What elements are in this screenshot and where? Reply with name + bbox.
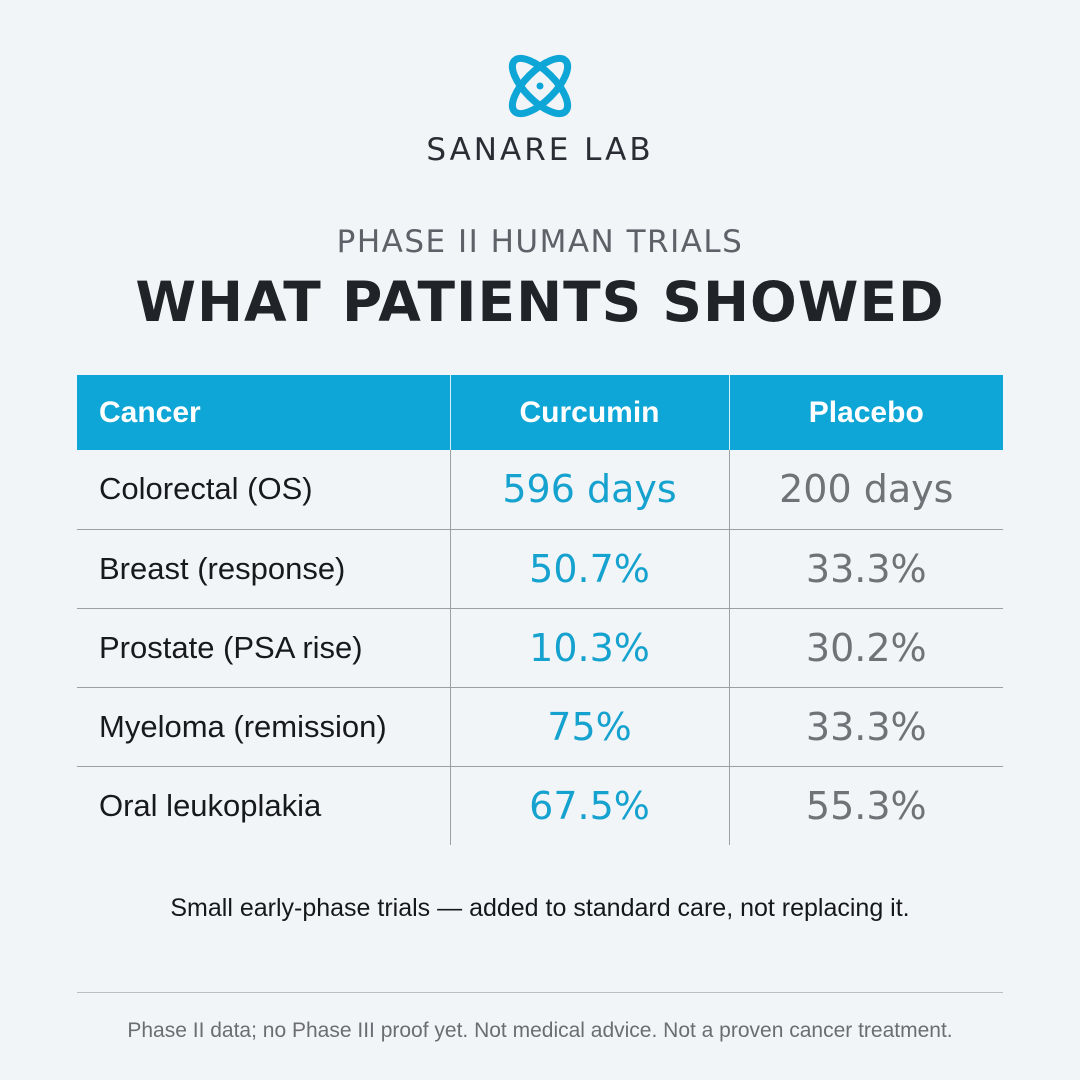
curcumin-cell: 50.7% — [449, 529, 729, 609]
table-header-row: Cancer Curcumin Placebo — [77, 375, 1003, 450]
curcumin-cell: 596 days — [449, 450, 729, 530]
cancer-cell: Myeloma (remission) — [77, 687, 450, 767]
curcumin-cell: 67.5% — [449, 766, 729, 845]
curcumin-cell: 75% — [449, 687, 729, 767]
trial-note: Small early-phase trials — added to stan… — [170, 894, 910, 922]
results-table: Cancer Curcumin Placebo Colorectal (OS) … — [77, 375, 1003, 845]
placebo-cell: 30.2% — [728, 608, 1003, 688]
disclaimer: Phase II data; no Phase III proof yet. N… — [127, 1019, 953, 1042]
atom-orbit-icon — [508, 54, 572, 118]
brand-name: SANARE LAB — [426, 132, 654, 168]
cancer-cell: Prostate (PSA rise) — [77, 608, 450, 688]
table-row: Myeloma (remission) 75% 33.3% — [77, 687, 1003, 767]
divider — [77, 992, 1003, 993]
page-kicker: PHASE II HUMAN TRIALS — [336, 224, 744, 260]
curcumin-cell: 10.3% — [449, 608, 729, 688]
column-header-curcumin: Curcumin — [449, 375, 729, 450]
cancer-cell: Oral leukoplakia — [99, 787, 322, 823]
cancer-cell: Breast (response) — [77, 529, 450, 609]
brand-logo — [0, 44, 1080, 128]
cancer-cell: Colorectal (OS) — [77, 450, 450, 530]
placebo-cell: 33.3% — [728, 687, 1003, 767]
page-title: WHAT PATIENTS SHOWED — [135, 270, 945, 334]
table-row: Breast (response) 50.7% 33.3% — [77, 529, 1003, 609]
column-header-cancer: Cancer — [77, 375, 450, 450]
table-row: Colorectal (OS) 596 days 200 days — [77, 450, 1003, 530]
table-row: Oral leukoplakia 67.5% 55.3% — [77, 766, 1003, 845]
table-row: Prostate (PSA rise) 10.3% 30.2% — [77, 608, 1003, 688]
column-header-placebo: Placebo — [728, 375, 1003, 450]
placebo-cell: 33.3% — [728, 529, 1003, 609]
placebo-cell: 55.3% — [728, 766, 1003, 845]
placebo-cell: 200 days — [728, 450, 1003, 530]
